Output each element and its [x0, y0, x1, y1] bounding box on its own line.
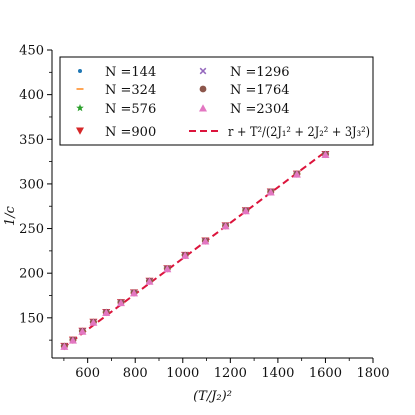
data-point [78, 327, 87, 335]
x-tick-label: 1800 [356, 366, 389, 381]
legend-label: N =576 [105, 102, 156, 117]
legend-label: N =2304 [230, 102, 289, 117]
legend-marker [78, 69, 82, 73]
x-tick-label: 1000 [166, 366, 199, 381]
legend-fit-label: r + T²/(2J₁² + 2J₂² + 3J₃²) [228, 125, 370, 140]
x-tick-label: 600 [75, 366, 100, 381]
data-point [130, 289, 139, 297]
x-axis-label: (T/J₂)² [193, 389, 232, 404]
legend-marker [199, 67, 207, 75]
y-tick-label: 150 [19, 311, 44, 326]
data-point [102, 308, 111, 316]
x-tick-label: 800 [123, 366, 148, 381]
data-point [68, 336, 77, 344]
x-ticks: 600 800 1000 1200 1400 1600 1800 [63, 358, 390, 381]
legend-marker [76, 104, 84, 112]
legend-marker [199, 104, 207, 112]
x-marker-stroke [199, 67, 207, 75]
data-point [60, 342, 69, 350]
data-point [145, 277, 154, 285]
legend-marker [76, 127, 84, 135]
y-tick-label: 250 [19, 222, 44, 237]
data-point [321, 150, 330, 158]
x-tick-label: 1200 [214, 366, 247, 381]
legend: N =144 N =324 N =576 N =900 N =1296 N =1764 N … [59, 56, 374, 146]
legend-label: N =144 [105, 65, 156, 80]
legend-marker [199, 85, 207, 93]
data-point [201, 237, 210, 245]
y-tick-label: 450 [19, 44, 44, 59]
data-point [163, 264, 172, 273]
series-dash [60, 153, 329, 348]
data-point [266, 188, 275, 196]
data-point [116, 298, 125, 307]
legend-label: N =324 [105, 83, 156, 98]
series-triangle-up [60, 150, 330, 350]
y-tick-label: 300 [19, 177, 44, 192]
y-ticks: 150 200 250 300 350 400 450 [19, 44, 52, 341]
fit-line-group [62, 150, 328, 349]
data-point [89, 318, 98, 326]
legend-label: N =1764 [230, 83, 289, 98]
data-point [221, 222, 230, 230]
fit-line [62, 150, 328, 349]
y-axis-label: 1/c [3, 205, 18, 226]
legend-label: N =1296 [230, 65, 289, 80]
x-tick-label: 1600 [309, 366, 342, 381]
data-point [292, 170, 301, 178]
legend-label: N =900 [105, 125, 156, 140]
y-tick-label: 200 [19, 267, 44, 282]
data-points [60, 150, 330, 351]
axes [51, 50, 373, 359]
y-tick-label: 400 [19, 88, 44, 103]
y-tick-label: 350 [19, 133, 44, 148]
x-tick-label: 1400 [261, 366, 294, 381]
data-point [181, 251, 190, 259]
data-point [241, 206, 250, 215]
